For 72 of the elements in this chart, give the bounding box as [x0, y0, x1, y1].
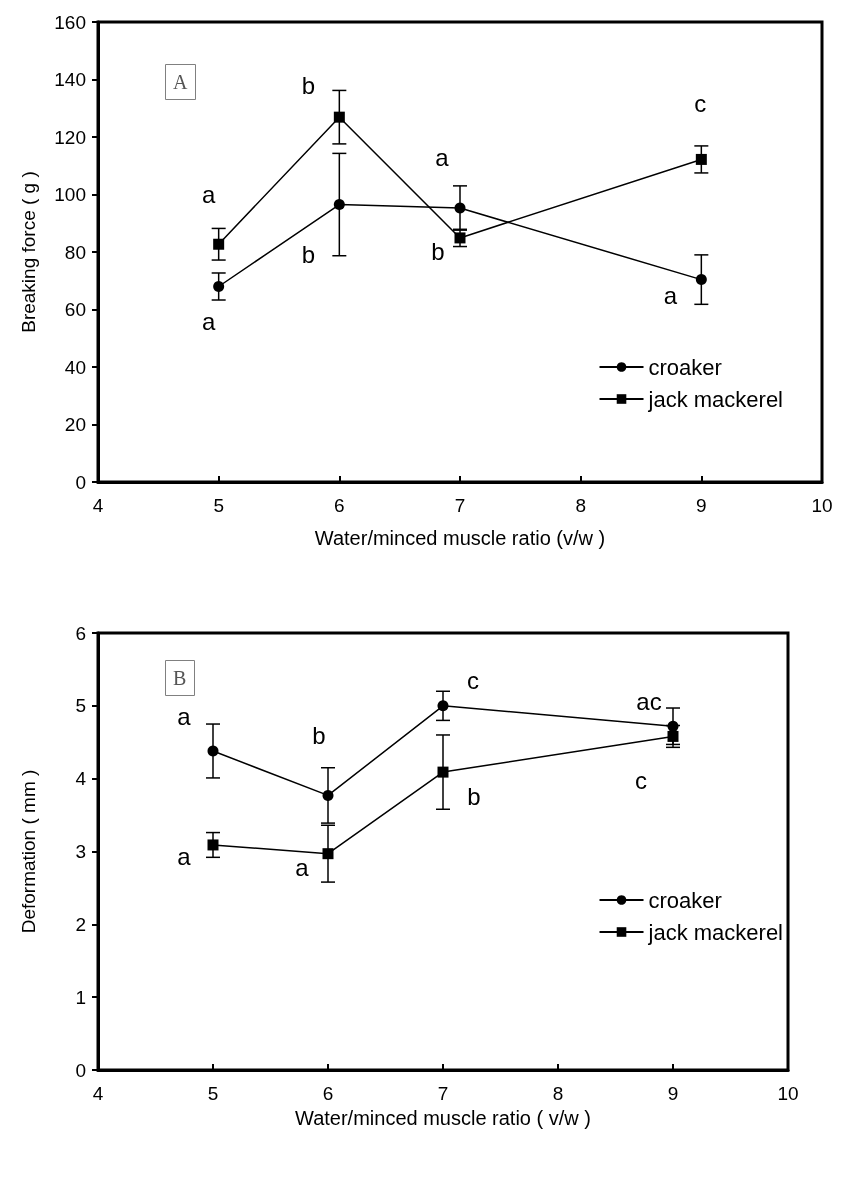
text: B — [173, 667, 187, 689]
text: A — [173, 71, 188, 93]
point — [667, 720, 679, 732]
y-tick-label: 0 — [75, 1059, 86, 1081]
legend-label: croaker — [648, 887, 722, 913]
annotation: a — [663, 282, 678, 310]
annotation: c — [467, 667, 479, 695]
point — [695, 153, 707, 165]
annotation: c — [635, 766, 647, 794]
y-tick-label: 4 — [75, 768, 87, 790]
point — [207, 839, 219, 851]
point — [213, 281, 225, 292]
y-tick-label: 2 — [75, 913, 86, 935]
point — [333, 111, 345, 123]
point — [322, 848, 334, 860]
y-tick-label: 140 — [54, 69, 86, 90]
x-tick-label: 8 — [552, 1083, 564, 1104]
annotation: b — [431, 238, 445, 266]
x-tick-label: 6 — [322, 1083, 334, 1104]
annotation: c — [694, 89, 707, 117]
point — [667, 730, 679, 742]
annotation: a — [201, 308, 216, 335]
y-tick-label: 1 — [75, 986, 86, 1008]
point — [207, 745, 219, 757]
x-tick-label: 5 — [207, 1083, 219, 1104]
x-tick-label: 5 — [213, 495, 224, 516]
y-tick-label: 0 — [75, 471, 86, 493]
y-axis-title: Deformation ( mm ) — [18, 769, 39, 934]
point — [322, 789, 334, 801]
y-tick-label: 120 — [54, 126, 86, 148]
point — [437, 766, 449, 778]
y-tick-label: 20 — [64, 414, 86, 435]
x-tick-label: 7 — [454, 495, 466, 516]
x-axis-title: Water/minced muscle ratio (v/w ) — [314, 527, 606, 549]
annotation: b — [301, 71, 316, 99]
legend-label: jack mackerel — [647, 919, 783, 945]
point — [454, 202, 466, 214]
y-tick-label: 100 — [54, 184, 86, 205]
point — [333, 199, 345, 211]
x-tick-label: 9 — [696, 495, 707, 516]
x-tick-label: 7 — [437, 1083, 449, 1104]
y-tick-label: 3 — [75, 841, 86, 862]
x-tick-label: 4 — [92, 495, 104, 516]
legend-label: jack mackerel — [647, 386, 783, 412]
annotation: b — [312, 721, 326, 749]
y-tick-label: 40 — [64, 356, 86, 378]
y-tick-label: 6 — [75, 622, 86, 644]
y-axis-title: Breaking force ( g ) — [18, 171, 39, 333]
annotation: b — [301, 241, 316, 269]
point — [437, 700, 449, 712]
point — [695, 274, 707, 286]
x-tick-label: 8 — [575, 495, 586, 516]
y-tick-label: 80 — [64, 241, 86, 263]
y-tick-label: 160 — [54, 11, 86, 33]
point — [454, 232, 466, 244]
annotation: a — [295, 854, 310, 882]
x-tick-label: 9 — [667, 1083, 679, 1104]
annotation: ac — [636, 687, 662, 715]
annotation: a — [435, 143, 450, 171]
y-tick-label: 5 — [75, 695, 86, 717]
point — [213, 238, 225, 250]
annotation: a — [201, 180, 216, 208]
annotation: b — [467, 782, 481, 810]
x-axis-title: Water/minced muscle ratio ( v/w ) — [295, 1106, 591, 1129]
x-tick-label: 10 — [811, 495, 833, 516]
x-tick-label: 4 — [92, 1083, 104, 1104]
x-tick-label: 10 — [777, 1083, 799, 1104]
y-tick-label: 60 — [64, 299, 86, 320]
legend-label: croaker — [648, 354, 722, 380]
annotation: a — [177, 703, 192, 731]
annotation: a — [177, 843, 192, 871]
x-tick-label: 6 — [334, 495, 345, 516]
